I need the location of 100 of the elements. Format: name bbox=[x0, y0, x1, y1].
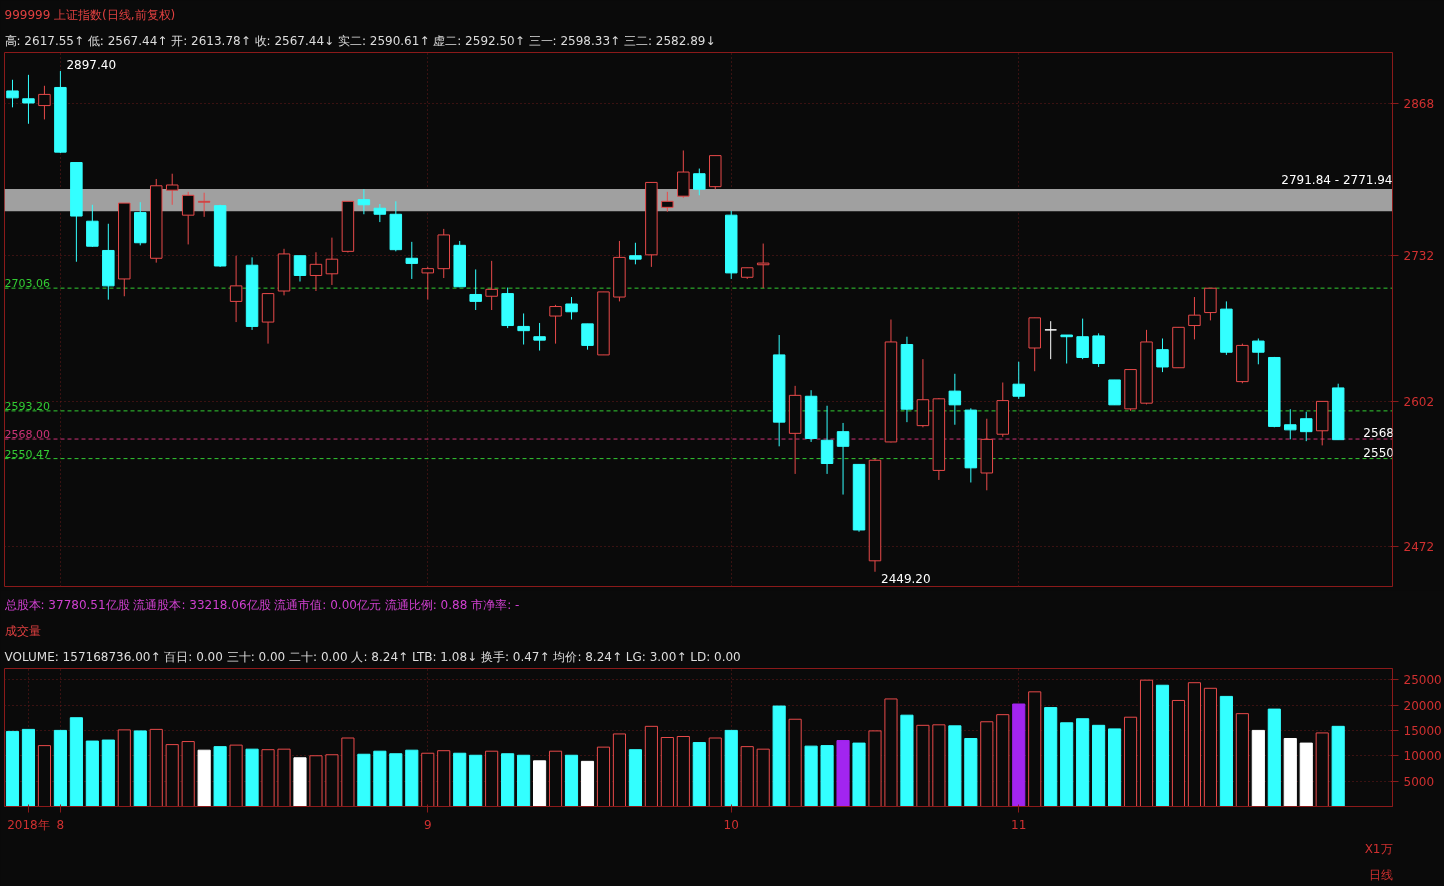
bar bbox=[756, 748, 770, 807]
annotation: 2449.20 bbox=[880, 571, 931, 586]
bar bbox=[69, 717, 83, 807]
bar bbox=[1044, 707, 1058, 807]
bar bbox=[1076, 718, 1090, 807]
bar bbox=[836, 740, 850, 807]
candlestick bbox=[1076, 318, 1089, 360]
candlestick bbox=[373, 203, 387, 223]
candlestick bbox=[820, 405, 834, 475]
bar bbox=[868, 730, 882, 807]
bar bbox=[277, 748, 291, 807]
bar bbox=[245, 748, 259, 807]
bar bbox=[341, 737, 355, 807]
bar bbox=[1155, 684, 1170, 807]
bar bbox=[1187, 682, 1202, 807]
bar bbox=[21, 728, 36, 807]
bar bbox=[820, 745, 834, 807]
bar bbox=[1092, 724, 1106, 807]
bar bbox=[580, 760, 595, 807]
candlestick bbox=[549, 304, 562, 345]
candlestick bbox=[1252, 337, 1265, 365]
bar bbox=[1283, 738, 1297, 807]
chart-title: 成交量 bbox=[4, 623, 41, 638]
ref-line-label: 2593.20 bbox=[4, 399, 50, 413]
y-tick-label: 2868 bbox=[1403, 97, 1435, 112]
bar bbox=[197, 749, 211, 807]
candlestick bbox=[485, 260, 498, 311]
bar bbox=[133, 730, 147, 807]
candlestick bbox=[1012, 361, 1025, 400]
bar bbox=[932, 724, 946, 807]
bar bbox=[325, 754, 339, 807]
candlestick bbox=[469, 268, 482, 311]
bar bbox=[37, 745, 51, 807]
bar bbox=[405, 749, 419, 807]
x-tick-label: 9 bbox=[423, 817, 432, 832]
y-tick-label: 5000 bbox=[1403, 774, 1435, 789]
bar bbox=[676, 735, 690, 807]
bar bbox=[692, 742, 706, 807]
y-tick-label: 10000 bbox=[1403, 749, 1442, 764]
y-tick-label: 2732 bbox=[1403, 249, 1435, 264]
bar bbox=[884, 698, 898, 807]
bar bbox=[117, 729, 131, 807]
bar bbox=[517, 754, 531, 807]
bar bbox=[1267, 708, 1281, 807]
candlestick bbox=[629, 242, 642, 265]
y-tick-label: 15000 bbox=[1403, 723, 1442, 738]
candlestick bbox=[661, 191, 674, 213]
bar bbox=[596, 746, 611, 807]
chart-subtitle: VOLUME: 157168736.00↑ 百日: 0.00 三十: 0.00 二十: 0.00 人: 8.24↑ LTB: 1.08↓ 换手: 0.47↑ 均价: 8.24↑ LG: 3.00↑ LD: 0.00 bbox=[4, 649, 741, 664]
bar bbox=[644, 725, 658, 807]
bar bbox=[852, 742, 866, 807]
bar bbox=[1108, 728, 1122, 807]
bar bbox=[788, 718, 802, 807]
bar bbox=[533, 760, 547, 807]
bar bbox=[389, 753, 403, 807]
bar bbox=[309, 755, 323, 807]
candlestick bbox=[533, 322, 546, 352]
chart-title: 999999 上证指数(日线,前复权) bbox=[4, 7, 176, 22]
bar bbox=[165, 744, 179, 807]
y-tick-label: 2602 bbox=[1403, 394, 1435, 409]
candlestick bbox=[325, 237, 339, 286]
bar bbox=[996, 714, 1010, 807]
candlestick bbox=[1156, 337, 1169, 373]
bar bbox=[900, 714, 914, 807]
x-tick-label: 8 bbox=[56, 817, 65, 832]
candlestick bbox=[38, 85, 51, 120]
band-label: 2791.84 - 2771.94 bbox=[1281, 172, 1393, 187]
candlestick bbox=[293, 255, 307, 283]
candlestick bbox=[309, 251, 323, 292]
bar bbox=[1331, 725, 1345, 807]
bar bbox=[1235, 713, 1249, 807]
candlestick bbox=[565, 296, 578, 320]
candlestick bbox=[197, 192, 211, 218]
bar bbox=[293, 757, 307, 807]
candlestick bbox=[756, 243, 770, 289]
bar bbox=[501, 753, 515, 807]
bar bbox=[724, 729, 738, 807]
candlestick bbox=[948, 373, 962, 426]
bar bbox=[660, 737, 674, 807]
candlestick bbox=[181, 191, 195, 245]
bar bbox=[708, 737, 722, 807]
bar bbox=[437, 750, 451, 807]
text: 日线 bbox=[1368, 867, 1393, 882]
bar bbox=[85, 740, 99, 807]
candlestick bbox=[693, 168, 706, 196]
bar bbox=[149, 728, 163, 807]
candlestick bbox=[165, 173, 179, 206]
candlestick bbox=[836, 422, 850, 496]
bar bbox=[53, 729, 67, 807]
candlestick bbox=[1300, 411, 1313, 442]
candlestick bbox=[405, 241, 419, 280]
bar bbox=[1060, 722, 1074, 807]
chart-subtitle: 高: 2617.55↑ 低: 2567.44↑ 开: 2613.78↑ 收: 2567.44↓ 实二: 2590.61↑ 虚二: 2592.50↑ 三一: 2598.33↑ 三二: 2582.89↓ bbox=[4, 33, 716, 48]
annotation: 2568 bbox=[1363, 426, 1394, 441]
bar bbox=[628, 749, 642, 807]
bar bbox=[421, 752, 435, 807]
annotation: 2897.40 bbox=[66, 58, 117, 73]
candlestick bbox=[1060, 334, 1073, 365]
bar bbox=[1251, 729, 1265, 807]
bar bbox=[453, 752, 467, 807]
